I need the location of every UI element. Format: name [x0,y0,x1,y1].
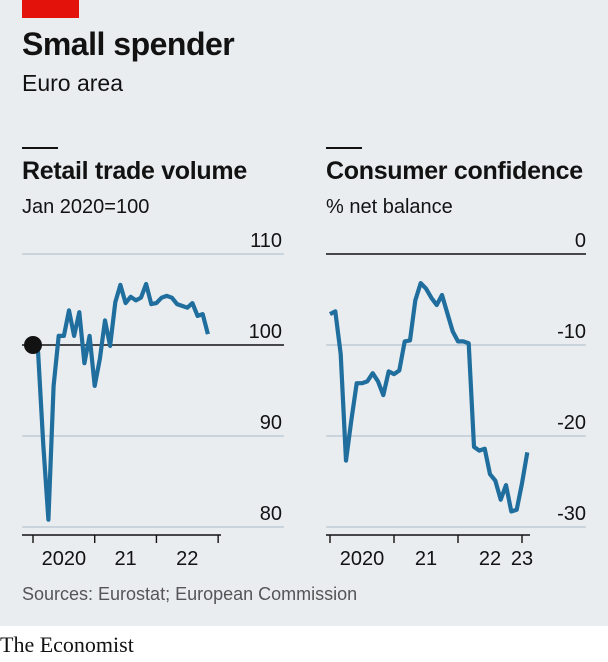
charts-canvas: 80 90 100 110 2020 21 22 -30 -20 -10 0 2020 21 22 23 [22,230,586,570]
retail-x-tick-label: 21 [114,548,136,570]
right-panel-title: Consumer confidence [326,157,583,185]
retail-y-tick-label: 80 [260,503,282,525]
confidence-y-tick-label: -10 [557,321,586,343]
right-panel-rule [326,147,362,149]
confidence-y-tick-label: -30 [557,503,586,525]
confidence-series-line [329,281,530,514]
confidence-x-tick-label: 23 [511,548,533,570]
chart-title: Small spender [22,26,235,62]
confidence-y-tick-label: 0 [575,230,586,252]
retail-y-tick-label: 100 [249,321,282,343]
retail-series-line [31,281,210,522]
footer-bar [0,626,608,662]
left-panel-title: Retail trade volume [22,157,247,185]
source-note: Sources: Eurostat; European Commission [22,584,358,604]
retail-y-tick-label: 90 [260,412,282,434]
retail-x-tick-label: 2020 [42,548,87,570]
retail-y-tick-label: 110 [250,230,282,252]
retail-x-tick-label: 22 [176,548,198,570]
confidence-x-tick-label: 21 [415,548,437,570]
brand-wordmark: The Economist [0,632,134,657]
chart-subtitle: Euro area [22,70,124,96]
brand-red-tag [22,0,79,18]
left-panel-rule [22,147,58,149]
confidence-y-tick-label: -20 [557,412,586,434]
right-panel-unit: % net balance [326,196,453,218]
left-panel-unit: Jan 2020=100 [22,196,150,218]
retail-start-marker [24,336,42,354]
confidence-x-tick-label: 2020 [340,548,385,570]
confidence-x-tick-label: 22 [479,548,501,570]
